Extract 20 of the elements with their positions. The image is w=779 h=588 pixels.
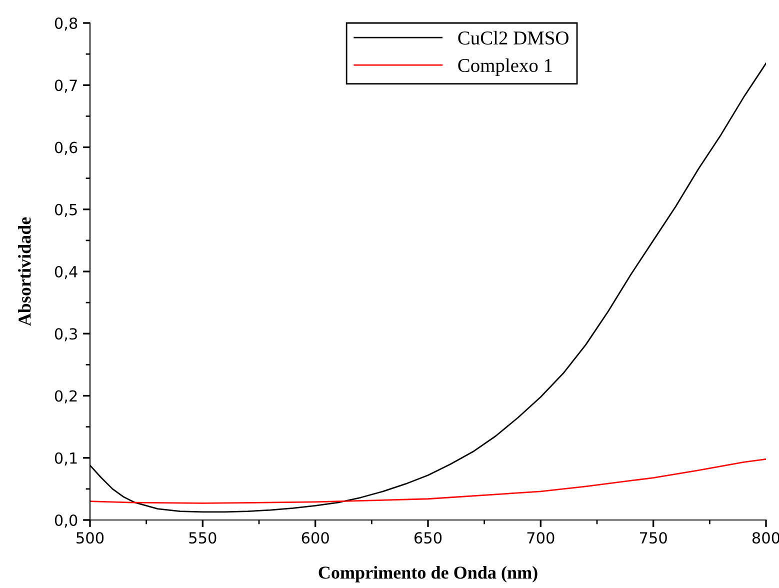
- legend-label: CuCl2 DMSO: [458, 30, 568, 45]
- x-tick-label: 600: [302, 532, 329, 544]
- legend-label: Complexo 1: [458, 58, 552, 76]
- y-tick-label: 0,4: [54, 266, 78, 280]
- y-tick-label: 0,6: [54, 142, 78, 155]
- line-series: [90, 458, 766, 504]
- x-tick-label: 700: [527, 532, 554, 544]
- x-tick-label: 750: [640, 532, 667, 544]
- y-tick-label: 0,5: [54, 204, 77, 217]
- x-tick-label: 500: [76, 532, 104, 544]
- x-tick-label: 650: [414, 532, 442, 544]
- y-tick-label: 0,2: [54, 390, 77, 404]
- y-tick-label: 0,7: [54, 80, 77, 93]
- y-tick-label: 0,1: [54, 452, 77, 466]
- y-axis-title: Absortividade: [18, 217, 31, 326]
- y-tick-label: 0,3: [54, 328, 77, 342]
- y-tick-label: 0,8: [54, 17, 78, 31]
- x-axis-title: Comprimento de Onda (nm): [318, 566, 538, 582]
- x-tick-label: 550: [189, 532, 216, 544]
- y-tick-label: 0,0: [54, 514, 78, 528]
